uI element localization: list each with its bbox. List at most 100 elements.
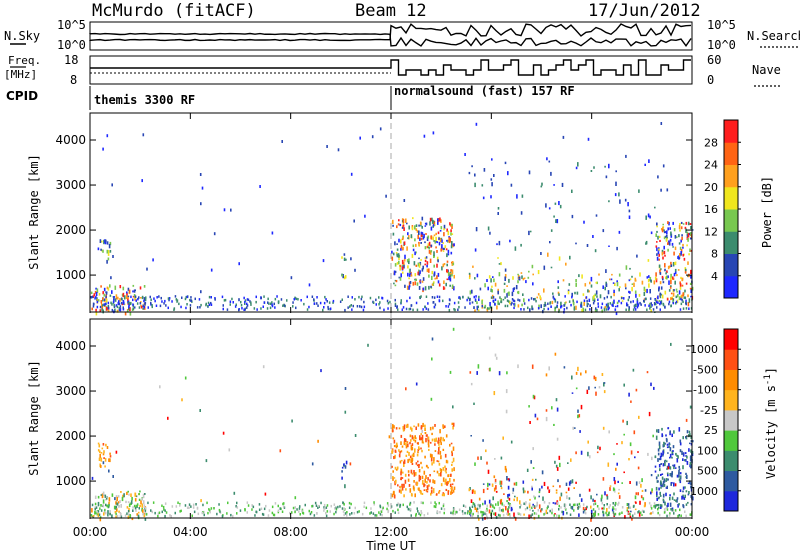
echo-point	[290, 276, 293, 280]
echo-point	[323, 301, 326, 305]
echo-point	[162, 505, 165, 509]
echo-point	[238, 308, 240, 312]
echo-point	[558, 508, 560, 511]
echo-point	[443, 493, 445, 497]
echo-point	[164, 299, 166, 303]
echo-point	[522, 293, 524, 296]
echo-point	[142, 133, 145, 137]
echo-point	[547, 302, 549, 305]
colorbar-segment	[724, 450, 738, 472]
echo-point	[238, 262, 240, 266]
echo-point	[246, 298, 249, 301]
echo-point	[618, 488, 620, 491]
echo-point	[302, 512, 305, 515]
echo-point	[514, 303, 516, 307]
echo-point	[494, 481, 497, 484]
echo-point	[415, 224, 418, 227]
echo-point	[634, 512, 636, 515]
echo-point	[670, 304, 672, 308]
echo-point	[222, 431, 225, 435]
echo-point	[664, 268, 666, 272]
echo-point	[589, 308, 591, 311]
echo-point	[114, 506, 117, 510]
echo-point	[143, 285, 146, 288]
echo-point	[188, 503, 191, 506]
echo-point	[420, 511, 423, 515]
echo-point	[418, 463, 420, 466]
echo-point	[114, 308, 116, 313]
echo-point	[411, 253, 414, 258]
echo-point	[219, 510, 221, 513]
echo-point	[267, 514, 270, 517]
echo-point	[244, 300, 246, 304]
echo-point	[454, 308, 456, 312]
echo-point	[435, 437, 438, 442]
echo-point	[584, 283, 587, 287]
echo-point	[499, 514, 501, 517]
echo-point	[277, 509, 280, 512]
echo-point	[677, 269, 680, 271]
echo-point	[636, 305, 639, 309]
echo-point	[157, 514, 159, 518]
colorbar-segment	[724, 490, 738, 512]
echo-point	[437, 220, 439, 225]
echo-point	[428, 274, 430, 278]
echo-point	[406, 285, 409, 290]
echo-point	[207, 511, 209, 515]
echo-point	[449, 273, 452, 278]
echo-point	[419, 438, 421, 441]
echo-point	[449, 298, 451, 302]
echo-point	[116, 514, 119, 518]
echo-point	[404, 284, 406, 288]
echo-point	[110, 301, 112, 305]
echo-point	[457, 308, 459, 311]
echo-point	[489, 231, 491, 235]
colorbar-tick: 8	[711, 248, 718, 261]
echo-point	[663, 245, 665, 250]
echo-point	[659, 295, 662, 299]
echo-point	[482, 502, 484, 506]
echo-point	[658, 506, 660, 509]
echo-point	[236, 512, 238, 515]
echo-point	[437, 259, 439, 263]
echo-point	[100, 248, 102, 251]
echo-point	[613, 299, 615, 304]
echo-point	[628, 209, 631, 213]
echo-point	[409, 508, 412, 511]
echo-point	[452, 489, 455, 493]
echo-point	[116, 309, 119, 312]
echo-point	[418, 487, 420, 491]
echo-point	[373, 503, 375, 506]
echo-point	[603, 390, 606, 394]
echo-point	[593, 299, 596, 303]
echo-point	[528, 514, 530, 519]
echo-point	[503, 282, 506, 285]
echo-point	[405, 442, 407, 446]
echo-point	[614, 305, 617, 308]
echo-point	[682, 436, 684, 440]
echo-point	[651, 488, 653, 492]
echo-point	[668, 221, 670, 226]
echo-point	[127, 295, 130, 298]
echo-point	[99, 453, 101, 458]
echo-point	[673, 464, 676, 467]
echo-point	[577, 507, 579, 510]
echo-point	[424, 263, 426, 266]
echo-point	[543, 288, 545, 293]
echo-point	[667, 466, 670, 470]
echo-point	[594, 512, 596, 516]
echo-point	[102, 443, 105, 446]
x-tick-label: 00:00	[73, 525, 108, 539]
echo-point	[580, 404, 583, 410]
echo-point	[534, 413, 537, 418]
echo-point	[629, 442, 632, 447]
echo-point	[396, 253, 398, 256]
echo-point	[494, 512, 497, 516]
echo-point	[218, 508, 221, 512]
echo-point	[571, 295, 573, 299]
echo-point	[617, 492, 620, 495]
echo-point	[406, 441, 409, 443]
echo-point	[494, 298, 497, 301]
echo-point	[490, 178, 493, 181]
echo-point	[396, 254, 399, 258]
